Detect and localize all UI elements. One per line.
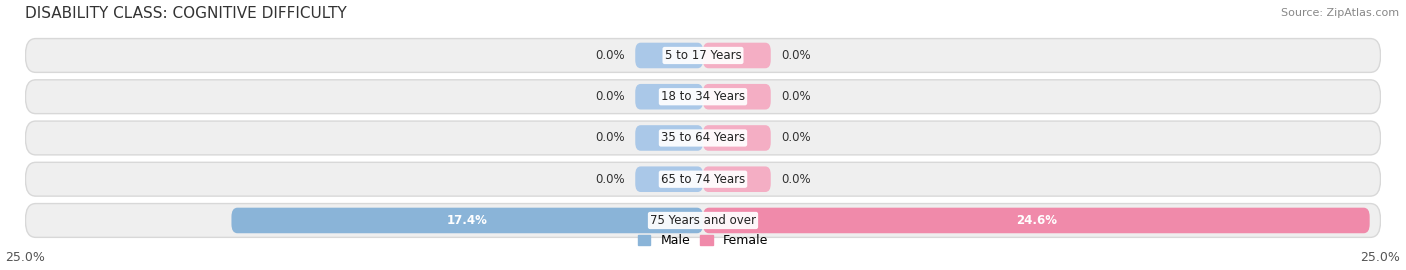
Text: 35 to 64 Years: 35 to 64 Years — [661, 131, 745, 144]
FancyBboxPatch shape — [25, 121, 1381, 155]
FancyBboxPatch shape — [25, 39, 1381, 72]
Text: 17.4%: 17.4% — [447, 214, 488, 227]
Text: 5 to 17 Years: 5 to 17 Years — [665, 49, 741, 62]
FancyBboxPatch shape — [25, 162, 1381, 196]
Text: 0.0%: 0.0% — [595, 173, 624, 186]
FancyBboxPatch shape — [703, 84, 770, 110]
Text: 0.0%: 0.0% — [782, 49, 811, 62]
Text: DISABILITY CLASS: COGNITIVE DIFFICULTY: DISABILITY CLASS: COGNITIVE DIFFICULTY — [25, 6, 347, 21]
FancyBboxPatch shape — [232, 208, 703, 233]
Text: 18 to 34 Years: 18 to 34 Years — [661, 90, 745, 103]
FancyBboxPatch shape — [636, 43, 703, 68]
Legend: Male, Female: Male, Female — [633, 229, 773, 252]
FancyBboxPatch shape — [25, 80, 1381, 114]
FancyBboxPatch shape — [636, 84, 703, 110]
Text: 24.6%: 24.6% — [1015, 214, 1057, 227]
FancyBboxPatch shape — [703, 125, 770, 151]
Text: 0.0%: 0.0% — [595, 49, 624, 62]
FancyBboxPatch shape — [703, 208, 1369, 233]
FancyBboxPatch shape — [636, 125, 703, 151]
FancyBboxPatch shape — [703, 166, 770, 192]
FancyBboxPatch shape — [636, 166, 703, 192]
Text: 75 Years and over: 75 Years and over — [650, 214, 756, 227]
Text: 0.0%: 0.0% — [595, 90, 624, 103]
Text: Source: ZipAtlas.com: Source: ZipAtlas.com — [1281, 8, 1399, 18]
Text: 0.0%: 0.0% — [595, 131, 624, 144]
Text: 0.0%: 0.0% — [782, 90, 811, 103]
Text: 0.0%: 0.0% — [782, 131, 811, 144]
FancyBboxPatch shape — [25, 204, 1381, 237]
Text: 0.0%: 0.0% — [782, 173, 811, 186]
FancyBboxPatch shape — [703, 43, 770, 68]
Text: 65 to 74 Years: 65 to 74 Years — [661, 173, 745, 186]
